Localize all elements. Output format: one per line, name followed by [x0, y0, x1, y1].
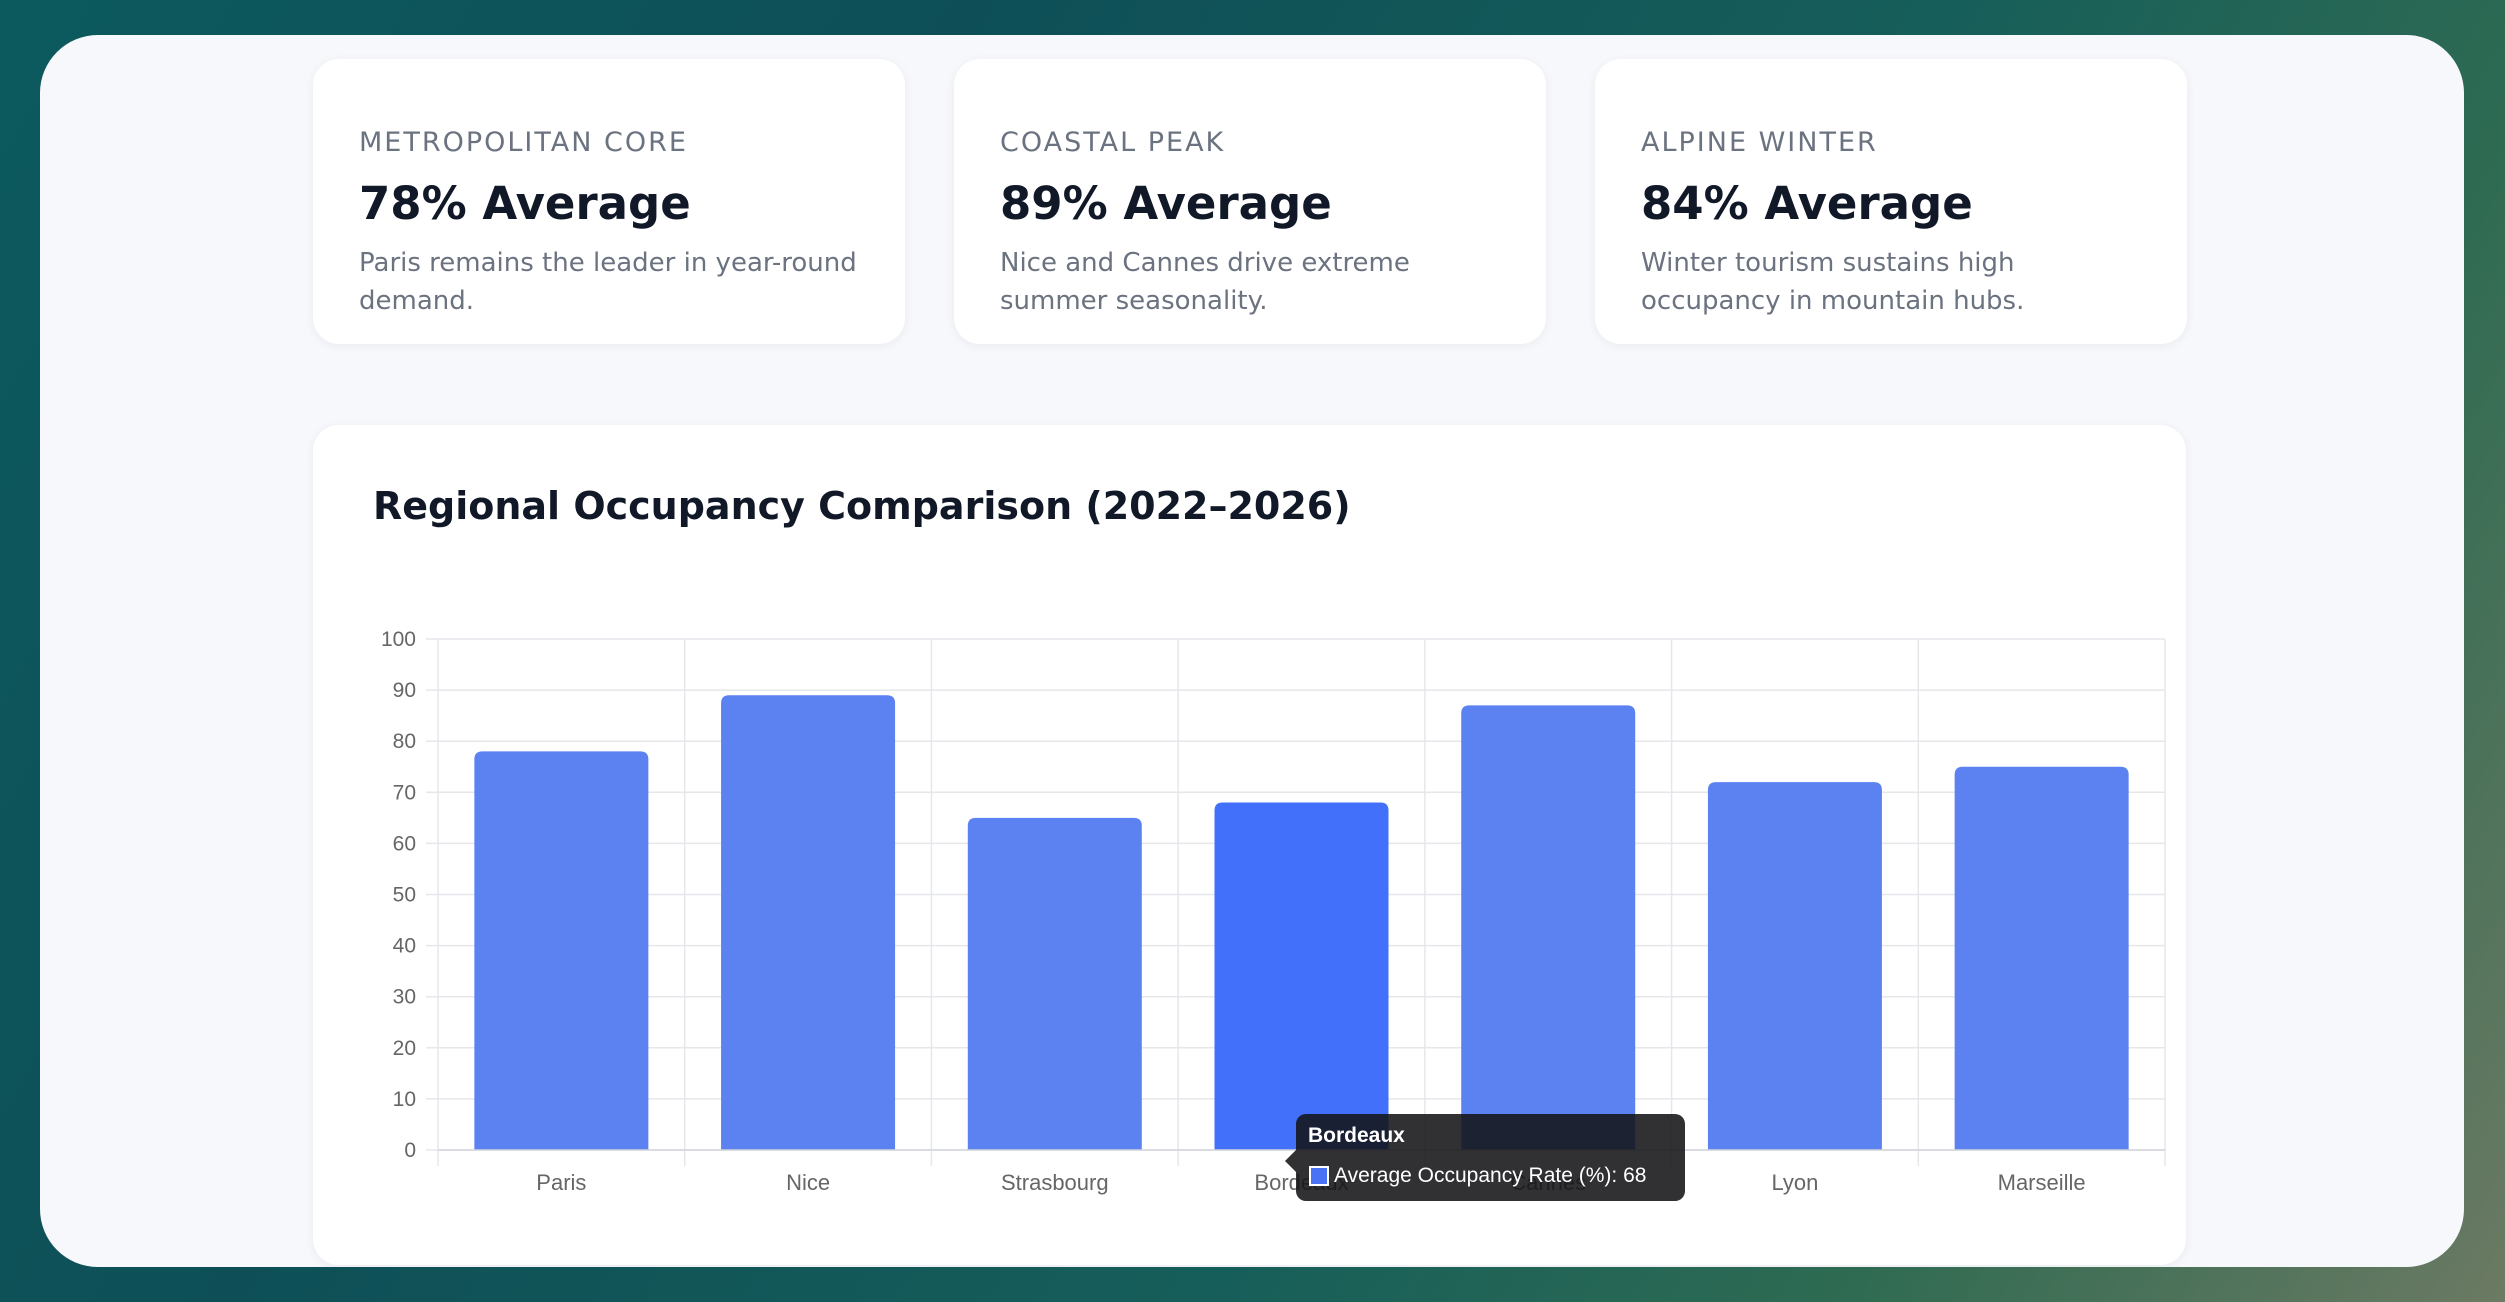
- y-tick-label: 0: [404, 1139, 416, 1162]
- tooltip-value: Average Occupancy Rate (%): 68: [1334, 1164, 1647, 1187]
- bar-lyon[interactable]: [1707, 782, 1882, 1150]
- dashboard-panel: METROPOLITAN CORE 78% Average Paris rema…: [40, 35, 2464, 1267]
- y-tick-label: 30: [393, 986, 416, 1009]
- tooltip-title: Bordeaux: [1308, 1124, 1405, 1147]
- stat-card-label: ALPINE WINTER: [1641, 127, 1878, 158]
- stat-card-description: Paris remains the leader in year-round d…: [359, 248, 857, 316]
- chart-title: Regional Occupancy Comparison (2022–2026…: [373, 484, 1351, 528]
- bar-strasbourg[interactable]: [967, 817, 1142, 1150]
- y-tick-label: 40: [393, 935, 416, 958]
- stat-card-alpine: ALPINE WINTER 84% Average Winter tourism…: [1595, 59, 2187, 344]
- y-tick-label: 20: [393, 1037, 416, 1060]
- y-tick-label: 80: [393, 730, 416, 753]
- tooltip-arrow: [1285, 1150, 1296, 1172]
- x-tick-label: Nice: [786, 1170, 830, 1195]
- x-tick-label: Paris: [536, 1170, 586, 1195]
- y-tick-label: 50: [393, 884, 416, 907]
- stat-card-metropolitan: METROPOLITAN CORE 78% Average Paris rema…: [313, 59, 905, 344]
- stat-card-label: METROPOLITAN CORE: [359, 127, 688, 158]
- bar-cannes[interactable]: [1461, 705, 1636, 1150]
- chart-card: Regional Occupancy Comparison (2022–2026…: [313, 425, 2186, 1265]
- stat-card-description: Nice and Cannes drive extreme summer sea…: [1000, 248, 1410, 316]
- bar-chart[interactable]: 0 10 20 30 40 50 60 70 80 90 100 Paris Nice Strasbour…: [313, 425, 2186, 1265]
- stat-card-coastal: COASTAL PEAK 89% Average Nice and Cannes…: [954, 59, 1546, 344]
- bar-nice[interactable]: [721, 695, 896, 1150]
- bar-marseille[interactable]: [1954, 766, 2129, 1150]
- y-tick-label: 10: [393, 1088, 416, 1111]
- y-tick-label: 70: [393, 781, 416, 804]
- stat-card-label: COASTAL PEAK: [1000, 127, 1226, 158]
- x-tick-label: Strasbourg: [1001, 1170, 1109, 1195]
- chart-tooltip: Bordeaux Average Occupancy Rate (%): 68: [1285, 1114, 1685, 1201]
- y-tick-label: 100: [381, 628, 416, 651]
- bar-paris[interactable]: [474, 751, 649, 1150]
- y-tick-label: 90: [393, 679, 416, 702]
- stat-card-value: 78% Average: [359, 177, 691, 230]
- stat-card-description: Winter tourism sustains high occupancy i…: [1641, 248, 2025, 316]
- y-tick-label: 60: [393, 832, 416, 855]
- x-tick-label: Lyon: [1771, 1170, 1818, 1195]
- stat-card-value: 89% Average: [1000, 177, 1332, 230]
- bar-bordeaux[interactable]: [1214, 802, 1389, 1150]
- stat-card-value: 84% Average: [1641, 177, 1973, 230]
- x-tick-label: Marseille: [1998, 1170, 2086, 1195]
- tooltip-color-swatch: [1309, 1166, 1329, 1186]
